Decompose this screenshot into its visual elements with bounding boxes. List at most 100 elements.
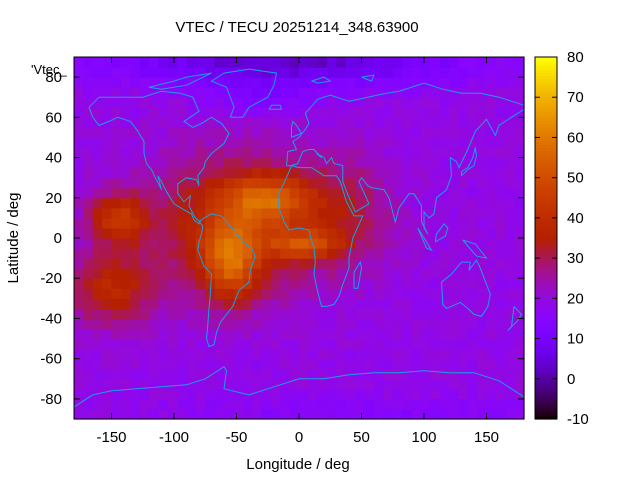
heatmap-cell xyxy=(261,167,272,179)
heatmap-cell xyxy=(514,157,525,169)
colorbar-segment xyxy=(535,99,557,103)
heatmap-cell xyxy=(477,388,488,400)
colorbar-segment xyxy=(535,225,557,230)
heatmap-cell xyxy=(289,338,300,350)
heatmap-cell xyxy=(486,227,497,239)
heatmap-cell xyxy=(270,388,281,400)
heatmap-cell xyxy=(374,97,384,108)
heatmap-cell xyxy=(224,328,234,340)
heatmap-cell xyxy=(364,388,375,400)
heatmap-cell xyxy=(120,318,131,330)
heatmap-cell xyxy=(102,227,113,239)
heatmap-cell xyxy=(458,388,469,400)
heatmap-cell xyxy=(83,358,94,370)
heatmap-cell xyxy=(299,137,309,149)
heatmap-cell xyxy=(411,408,422,420)
heatmap-cell xyxy=(364,408,375,420)
heatmap-cell xyxy=(364,368,375,380)
heatmap-cell xyxy=(327,378,338,390)
heatmap-cell xyxy=(327,117,338,128)
heatmap-cell xyxy=(355,318,366,330)
heatmap-cell xyxy=(289,288,300,299)
heatmap-cell xyxy=(364,197,375,209)
heatmap-cell xyxy=(383,308,394,320)
heatmap-cell xyxy=(336,348,347,360)
colorbar-segment xyxy=(535,349,557,354)
heatmap-cell xyxy=(420,288,431,299)
heatmap-cell xyxy=(505,157,516,169)
heatmap-cell xyxy=(177,408,188,420)
heatmap-cell xyxy=(355,398,366,410)
heatmap-cell xyxy=(289,258,300,269)
colorbar-segment xyxy=(535,90,557,94)
heatmap-cell xyxy=(467,408,478,420)
colorbar-segment xyxy=(535,244,557,248)
heatmap-cell xyxy=(439,167,450,179)
heatmap-cell xyxy=(345,157,356,169)
colorbar-frame xyxy=(534,56,558,420)
heatmap-cell xyxy=(392,378,403,390)
heatmap-cell xyxy=(374,408,384,420)
heatmap-cell xyxy=(355,57,366,68)
heatmap-cell xyxy=(308,258,319,269)
heatmap-cell xyxy=(270,398,281,410)
heatmap-cell xyxy=(224,408,234,420)
heatmap-cell xyxy=(214,248,225,259)
heatmap-cell xyxy=(149,388,159,400)
heatmap-cell xyxy=(83,227,94,239)
heatmap-cell xyxy=(374,298,384,309)
heatmap-cell xyxy=(139,368,150,380)
colorbar-segment xyxy=(535,238,557,242)
heatmap-cell xyxy=(74,207,84,219)
heatmap-cell xyxy=(514,298,525,309)
heatmap-cell xyxy=(177,137,188,149)
heatmap-cell xyxy=(411,278,422,289)
heatmap-cell xyxy=(345,328,356,340)
heatmap-cell xyxy=(345,268,356,279)
heatmap-cell xyxy=(317,368,328,380)
heatmap-cell xyxy=(308,268,319,279)
heatmap-cell xyxy=(83,177,94,189)
heatmap-cell xyxy=(120,107,131,118)
colorbar-segment xyxy=(535,174,557,179)
heatmap-cell xyxy=(383,298,394,309)
heatmap-cell xyxy=(186,147,197,159)
heatmap-cell xyxy=(383,107,394,118)
heatmap-cell xyxy=(139,177,150,189)
heatmap-cell xyxy=(514,278,525,289)
coastline xyxy=(268,104,283,110)
heatmap-cell xyxy=(214,157,225,169)
heatmap-cell xyxy=(102,217,113,229)
heatmap-cell xyxy=(514,177,525,189)
colorbar-segment xyxy=(535,114,557,118)
heatmap-cell xyxy=(495,318,506,330)
heatmap-cell xyxy=(233,97,244,108)
colorbar-segment xyxy=(535,117,557,121)
heatmap-cell xyxy=(130,77,141,88)
heatmap-cell xyxy=(383,57,394,68)
heatmap-cell xyxy=(430,378,441,390)
heatmap-cell xyxy=(439,338,450,350)
heatmap-cell xyxy=(92,217,103,229)
heatmap-cell xyxy=(92,238,103,249)
heatmap-cell xyxy=(327,238,338,249)
heatmap-cell xyxy=(158,328,169,340)
heatmap-cell xyxy=(299,67,309,78)
heatmap-cell xyxy=(477,57,488,68)
heatmap-cell xyxy=(158,268,169,279)
heatmap-cell xyxy=(355,87,366,98)
heatmap-cell xyxy=(177,378,188,390)
heatmap-cell xyxy=(392,117,403,128)
heatmap-cell xyxy=(336,197,347,209)
heatmap-cell xyxy=(205,107,216,118)
heatmap-cell xyxy=(224,368,234,380)
heatmap-cell xyxy=(177,197,188,209)
heatmap-cell xyxy=(495,268,506,279)
heatmap-cell xyxy=(205,137,216,149)
heatmap-cell xyxy=(345,348,356,360)
heatmap-cell xyxy=(308,137,319,149)
heatmap-cell xyxy=(130,238,141,249)
heatmap-cell xyxy=(495,57,506,68)
heatmap-cell xyxy=(111,348,122,360)
heatmap-cell xyxy=(374,147,384,159)
